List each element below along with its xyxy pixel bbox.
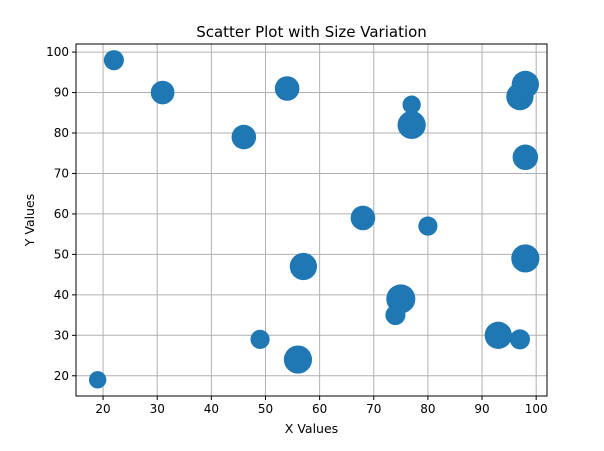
x-axis-label: X Values (285, 421, 338, 436)
grid-lines (76, 44, 547, 396)
y-tick-label: 70 (54, 166, 69, 180)
x-tick-label: 30 (150, 402, 165, 416)
scatter-point (274, 76, 300, 101)
scatter-point (88, 371, 107, 389)
x-tick-label: 100 (525, 402, 548, 416)
y-tick-label: 50 (54, 247, 69, 261)
x-tick-label: 90 (474, 402, 489, 416)
scatter-point (512, 144, 539, 171)
y-axis-ticks: 20 30 40 50 60 70 80 90 100 (46, 45, 76, 383)
scatter-point (103, 50, 124, 71)
y-tick-label: 30 (54, 328, 69, 342)
x-tick-label: 70 (366, 402, 381, 416)
y-tick-label: 90 (54, 86, 69, 100)
y-tick-label: 40 (54, 288, 69, 302)
scatter-point (385, 305, 406, 326)
scatter-point (350, 205, 376, 231)
x-tick-label: 80 (420, 402, 435, 416)
scatter-point (250, 329, 270, 349)
scatter-point (509, 329, 530, 350)
scatter-point (511, 244, 540, 273)
x-tick-label: 50 (258, 402, 273, 416)
scatter-point (402, 95, 421, 114)
y-tick-label: 60 (54, 207, 69, 221)
scatter-point (283, 345, 313, 374)
scatter-point (397, 110, 426, 140)
y-axis-label: Y Values (22, 194, 37, 247)
data-points (88, 50, 540, 389)
y-tick-label: 80 (54, 126, 69, 140)
scatter-point (231, 124, 257, 150)
x-tick-label: 40 (204, 402, 219, 416)
scatter-point (150, 80, 175, 105)
scatter-point (418, 216, 438, 236)
chart-title: Scatter Plot with Size Variation (196, 23, 427, 41)
y-tick-label: 100 (46, 45, 69, 59)
scatter-point (289, 252, 318, 281)
x-tick-label: 20 (95, 402, 110, 416)
plot-area-frame (75, 43, 548, 397)
x-axis-ticks: 20 30 40 50 60 70 80 90 100 (95, 396, 548, 416)
x-tick-label: 60 (312, 402, 327, 416)
scatter-point (511, 70, 539, 99)
y-tick-label: 20 (54, 369, 69, 383)
scatter-point (484, 321, 512, 349)
